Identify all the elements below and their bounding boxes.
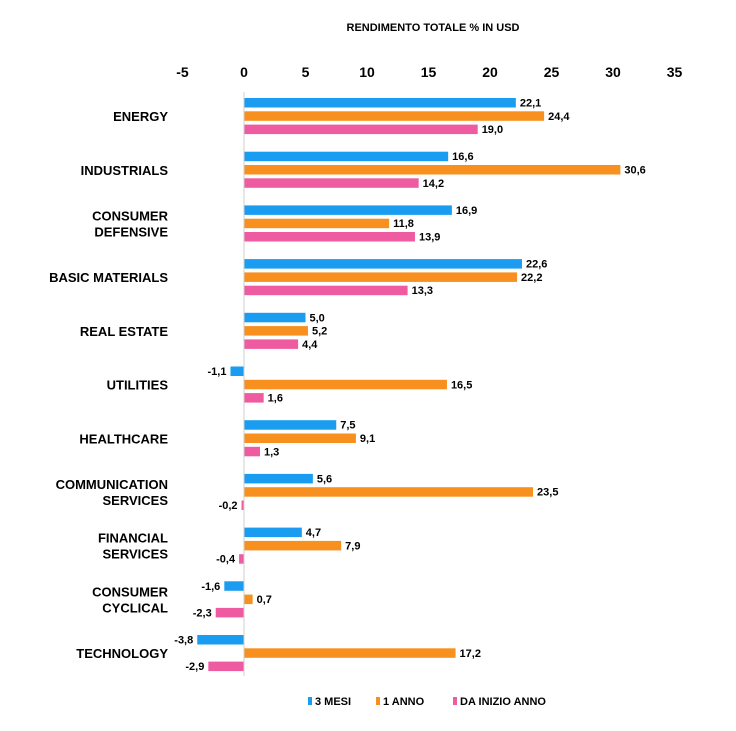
data-label: 0,7 xyxy=(257,594,272,606)
bar-1-anno xyxy=(244,326,308,336)
x-tick-label: 25 xyxy=(544,64,560,80)
bar-3-mesi xyxy=(244,98,516,108)
bar-3-mesi xyxy=(244,473,313,484)
data-label: 4,7 xyxy=(306,527,321,539)
bar-da-inizio-anno xyxy=(244,446,260,457)
data-label: 16,5 xyxy=(451,379,472,391)
legend-label-3-mesi: 3 MESI xyxy=(315,696,351,708)
bar-1-anno xyxy=(244,165,621,175)
bar-1-anno xyxy=(244,111,545,121)
bar-1-anno xyxy=(244,433,356,443)
legend-label-da-inizio-anno: DA INIZIO ANNO xyxy=(460,696,546,708)
data-label: -3,8 xyxy=(174,635,193,647)
bar-1-anno xyxy=(244,379,447,390)
category-label: ENERGY xyxy=(113,109,168,124)
bar-3-mesi xyxy=(197,635,244,645)
bar-3-mesi xyxy=(230,366,244,376)
bar-da-inizio-anno xyxy=(244,124,478,135)
legend-swatch-da-inizio-anno xyxy=(453,697,457,705)
bar-1-anno xyxy=(244,594,253,605)
category-label: INDUSTRIALS xyxy=(81,163,169,178)
legend-label-1-anno: 1 ANNO xyxy=(383,696,425,708)
category-label: REAL ESTATE xyxy=(80,324,168,339)
category-label: BASIC MATERIALS xyxy=(49,270,168,285)
data-label: 1,3 xyxy=(264,446,279,458)
data-label: 13,9 xyxy=(419,232,440,244)
data-label: 5,0 xyxy=(310,312,325,324)
data-label: -1,1 xyxy=(208,366,227,378)
category-label: COMMUNICATION xyxy=(56,477,168,492)
category-label: DEFENSIVE xyxy=(94,224,168,239)
bar-3-mesi xyxy=(244,151,449,162)
x-tick-label: -5 xyxy=(176,64,189,80)
category-label: SERVICES xyxy=(102,493,168,508)
bar-da-inizio-anno xyxy=(241,500,244,510)
data-label: 24,4 xyxy=(548,111,570,123)
data-label: -1,6 xyxy=(201,581,220,593)
data-label: 1,6 xyxy=(268,393,283,405)
bar-da-inizio-anno xyxy=(244,393,264,403)
data-label: 7,5 xyxy=(340,420,355,432)
bar-da-inizio-anno xyxy=(239,554,244,564)
bar-3-mesi xyxy=(244,527,302,538)
data-label: 5,2 xyxy=(312,326,327,338)
data-label: 16,9 xyxy=(456,205,477,217)
data-label: -2,3 xyxy=(193,607,212,619)
bar-3-mesi xyxy=(244,312,306,323)
data-label: -0,4 xyxy=(216,554,236,566)
x-tick-label: 30 xyxy=(605,64,621,80)
data-label: 4,4 xyxy=(302,339,318,351)
bar-da-inizio-anno xyxy=(244,285,408,296)
data-label: 22,2 xyxy=(521,272,542,284)
data-label: 14,2 xyxy=(423,178,444,190)
category-label: CYCLICAL xyxy=(102,600,168,615)
bar-1-anno xyxy=(244,272,518,282)
bar-1-anno xyxy=(244,218,390,229)
data-label: 5,6 xyxy=(317,473,332,485)
x-tick-label: 15 xyxy=(421,64,437,80)
data-label: 11,8 xyxy=(393,218,414,230)
bar-3-mesi xyxy=(244,259,522,269)
data-label: 16,6 xyxy=(452,151,473,163)
category-label: SERVICES xyxy=(102,547,168,562)
data-label: -0,2 xyxy=(219,500,238,512)
data-label: 19,0 xyxy=(482,124,503,136)
data-label: -2,9 xyxy=(185,661,204,673)
bar-da-inizio-anno xyxy=(208,661,244,672)
chart-title: RENDIMENTO TOTALE % IN USD xyxy=(347,22,520,34)
category-label: TECHNOLOGY xyxy=(76,646,168,661)
bar-da-inizio-anno xyxy=(215,607,244,618)
data-label: 13,3 xyxy=(412,285,433,297)
bar-da-inizio-anno xyxy=(244,339,299,349)
x-tick-label: 35 xyxy=(667,64,683,80)
data-label: 30,6 xyxy=(624,165,645,177)
bar-da-inizio-anno xyxy=(244,178,419,188)
category-label: CONSUMER xyxy=(92,584,168,599)
category-label: FINANCIAL xyxy=(98,531,168,546)
data-label: 7,9 xyxy=(345,540,360,552)
bar-3-mesi xyxy=(244,420,337,430)
category-label: CONSUMER xyxy=(92,208,168,223)
data-label: 17,2 xyxy=(460,648,481,660)
bar-1-anno xyxy=(244,540,342,551)
bar-1-anno xyxy=(244,487,534,497)
data-label: 22,6 xyxy=(526,259,547,271)
x-tick-label: 5 xyxy=(302,64,310,80)
bar-3-mesi xyxy=(244,205,452,215)
bar-3-mesi xyxy=(224,581,244,591)
bar-1-anno xyxy=(244,648,456,658)
data-label: 22,1 xyxy=(520,98,541,110)
x-tick-label: 10 xyxy=(359,64,375,80)
category-label: HEALTHCARE xyxy=(79,431,168,446)
data-label: 23,5 xyxy=(537,487,558,499)
x-tick-label: 0 xyxy=(240,64,248,80)
category-label: UTILITIES xyxy=(107,378,169,393)
data-label: 9,1 xyxy=(360,433,375,445)
bar-da-inizio-anno xyxy=(244,232,415,242)
legend-swatch-1-anno xyxy=(376,697,380,705)
legend-swatch-3-mesi xyxy=(308,697,312,705)
x-tick-label: 20 xyxy=(482,64,498,80)
